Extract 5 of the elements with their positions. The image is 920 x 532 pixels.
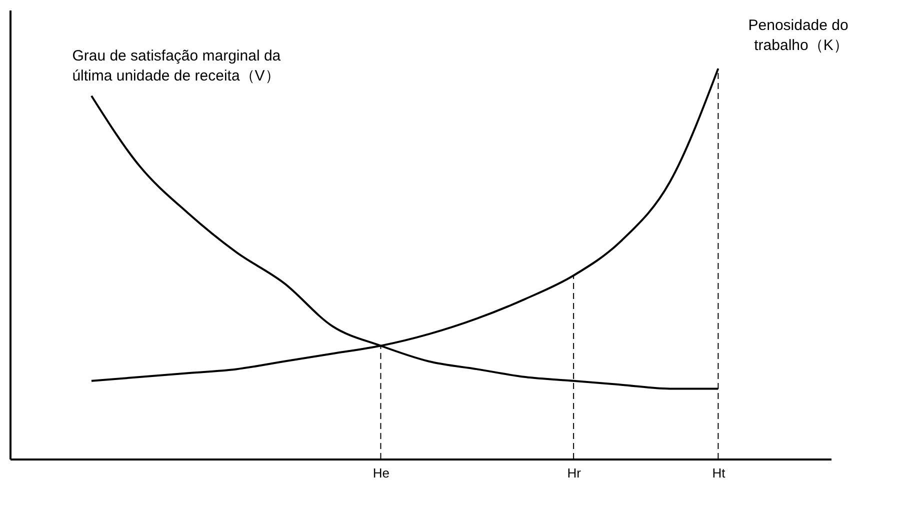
x-tick-label: Hr — [567, 466, 582, 480]
text: Penosidade do trabalho（K） — [748, 16, 848, 54]
x-tick-label: He — [372, 466, 390, 480]
x-tick-label: Ht — [712, 466, 726, 480]
series-label: Grau de satisfação marginal da última unidade de receita（V） — [72, 48, 282, 85]
